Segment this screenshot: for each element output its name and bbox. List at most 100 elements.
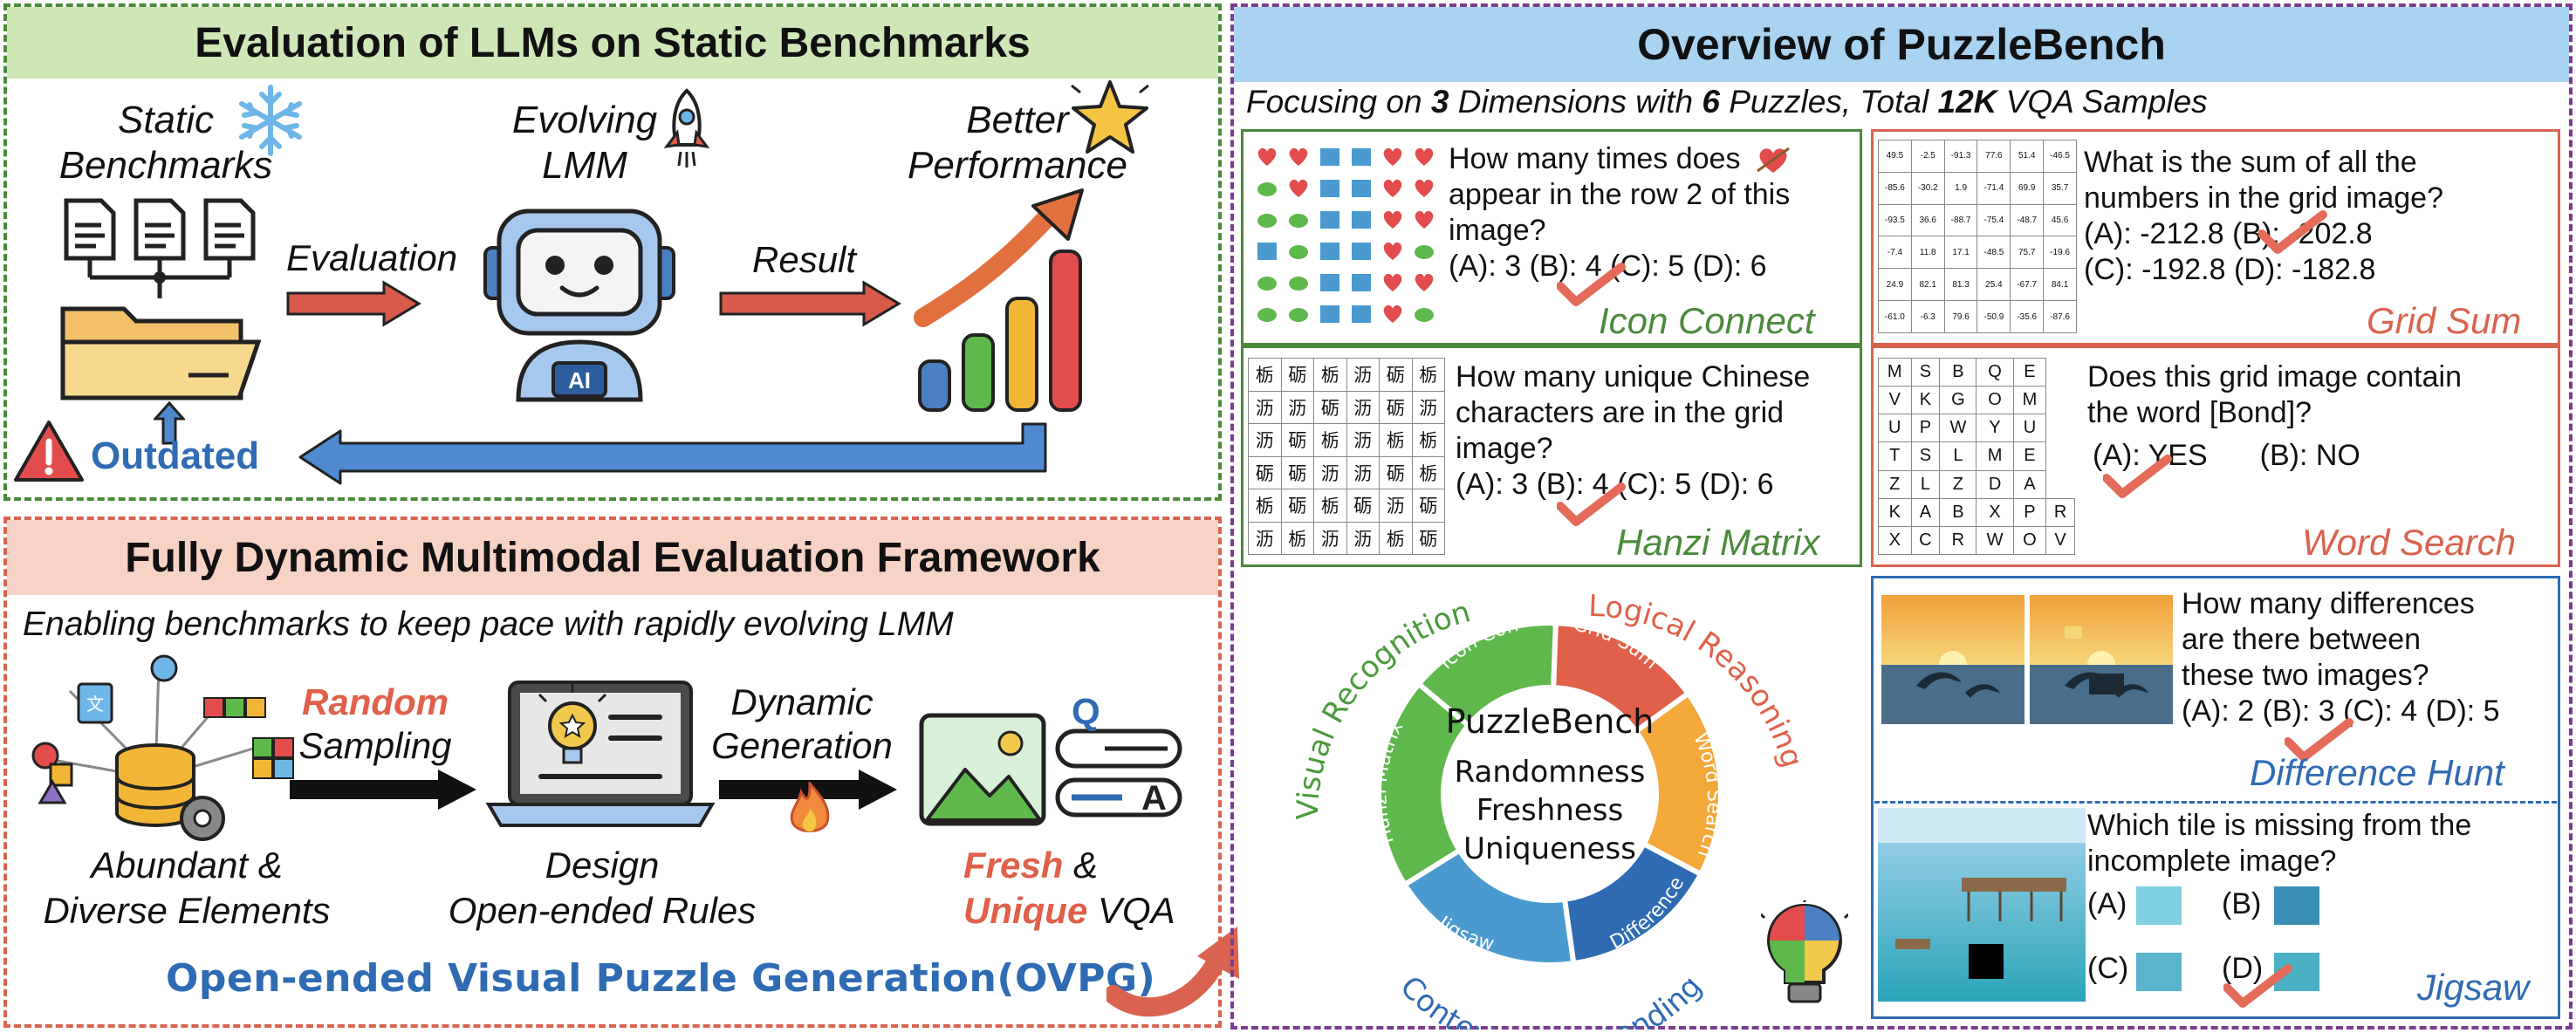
box-icon bbox=[1320, 305, 1339, 323]
word-search-cell: M bbox=[1878, 357, 1912, 387]
hanzi-cell: 栃 bbox=[1313, 358, 1347, 392]
better-performance-label: Better Performance bbox=[908, 99, 1127, 187]
turtle-icon bbox=[1257, 182, 1277, 196]
warning-icon bbox=[14, 421, 84, 482]
hanzi-cell: 砺 bbox=[1280, 489, 1314, 523]
fire-icon bbox=[790, 782, 830, 832]
hanzi-cell: 栃 bbox=[1411, 358, 1445, 392]
grid-sum-cell: -91.3 bbox=[1943, 140, 1978, 173]
heart-arrow-icon bbox=[1757, 147, 1790, 174]
grid-sum-cell: -48.5 bbox=[1977, 236, 2011, 270]
word-search-cell: V bbox=[1878, 386, 1912, 415]
grid-sum-cell: -71.4 bbox=[1977, 171, 2011, 205]
result-arrow bbox=[719, 280, 901, 327]
hanzi-row: 栃砺栃砺沥砺 bbox=[1248, 489, 1445, 523]
hanzi-cell: 栃 bbox=[1411, 423, 1445, 457]
qa-a-letter: A bbox=[1141, 779, 1167, 818]
hanzi-cell: 沥 bbox=[1346, 455, 1380, 489]
grid-sum-row: 24.9 82.1 81.3 25.4 -67.7 84.1 bbox=[1878, 268, 2077, 302]
jigsaw-caption: Jigsaw bbox=[2417, 967, 2530, 1008]
heart-icon bbox=[1383, 179, 1402, 197]
hanzi-caption: Hanzi Matrix bbox=[1616, 522, 1820, 563]
static-eval-panel bbox=[3, 3, 1222, 501]
diff-jigsaw-card bbox=[1871, 576, 2560, 1019]
difference-caption: Difference Hunt bbox=[2250, 752, 2504, 793]
evaluation-arrow bbox=[286, 280, 421, 327]
grid-sum-cell: 11.8 bbox=[1910, 236, 1945, 270]
hanzi-row: 沥栃沥沥栃砺 bbox=[1248, 521, 1445, 555]
box-icon bbox=[1352, 148, 1371, 166]
turtle-icon bbox=[1257, 277, 1277, 291]
hanzi-card bbox=[1241, 345, 1862, 567]
heart-icon bbox=[1383, 273, 1402, 291]
grid-sum-row: -93.5 36.6 -88.7 -75.4 -48.7 45.6 bbox=[1878, 203, 2077, 237]
box-icon bbox=[1320, 243, 1339, 260]
grid-sum-cell: 35.7 bbox=[2043, 171, 2077, 205]
grid-sum-cell: -48.7 bbox=[2010, 203, 2045, 237]
grid-sum-question: What is the sum of all the numbers in th… bbox=[2084, 146, 2444, 286]
outdated-feedback-arrow bbox=[298, 422, 1047, 485]
hanzi-cell: 砺 bbox=[1313, 390, 1347, 424]
heart-icon bbox=[1383, 242, 1402, 260]
word-search-cell: X bbox=[1878, 525, 1912, 556]
word-search-cell: W bbox=[1939, 414, 1977, 443]
icon-connect-caption: Icon Connect bbox=[1599, 300, 1815, 341]
grid-sum-cell: -30.2 bbox=[1910, 171, 1945, 205]
static-eval-header: Evaluation of LLMs on Static Benchmarks bbox=[7, 7, 1218, 79]
hanzi-cell: 沥 bbox=[1346, 521, 1380, 555]
word-search-cell: S bbox=[1910, 357, 1941, 387]
heart-icon bbox=[1415, 179, 1434, 197]
grid-sum-cell: 77.6 bbox=[1977, 140, 2011, 173]
grid-sum-cell: -67.7 bbox=[2010, 268, 2045, 302]
puzzle-bulb-icon bbox=[1761, 900, 1848, 1003]
grid-sum-cell: 45.6 bbox=[2043, 203, 2077, 237]
turtle-icon bbox=[1415, 308, 1434, 322]
box-icon bbox=[1352, 274, 1371, 291]
word-search-cell: Q bbox=[1976, 357, 2014, 387]
heart-icon bbox=[1415, 210, 1434, 229]
hanzi-cell: 砺 bbox=[1346, 489, 1380, 523]
box-icon bbox=[1320, 180, 1339, 197]
word-search-cell: E bbox=[2012, 357, 2047, 387]
puzzlebench-subtitle: Focusing on 3 Dimensions with 6 Puzzles,… bbox=[1246, 84, 2208, 120]
design-rules-label: Design Open-ended Rules bbox=[448, 845, 757, 931]
word-search-card bbox=[1871, 345, 2560, 567]
grid-sum-cell: 69.9 bbox=[2010, 171, 2045, 205]
turtle-icon bbox=[1289, 214, 1308, 228]
word-search-cell: M bbox=[1976, 441, 2014, 471]
difference-image-right bbox=[2030, 595, 2173, 724]
jigsaw-tile-a bbox=[2136, 886, 2182, 925]
hanzi-row: 砺砺沥沥砺栃 bbox=[1248, 455, 1445, 489]
svg-text:Context Understanding: Context Understanding bbox=[1393, 969, 1709, 1030]
box-icon bbox=[1320, 211, 1339, 229]
hanzi-table: 栃砺栃沥砺栃沥沥砺沥砺沥沥砺栃沥栃栃砺砺沥沥砺栃栃砺栃砺沥砺沥栃沥沥栃砺 bbox=[1248, 358, 1445, 555]
grid-sum-cell: -46.5 bbox=[2043, 140, 2077, 173]
check-jigsaw bbox=[2223, 964, 2292, 1008]
hanzi-row: 栃砺栃沥砺栃 bbox=[1248, 358, 1445, 392]
icon-connect-card bbox=[1241, 129, 1862, 345]
word-search-cell: Z bbox=[1878, 469, 1912, 499]
turtle-icon bbox=[1289, 245, 1308, 259]
svg-text:文: 文 bbox=[86, 694, 104, 715]
grid-sum-cell: 36.6 bbox=[1910, 203, 1945, 237]
check-difference bbox=[2285, 718, 2353, 762]
turtle-icon bbox=[1289, 308, 1308, 322]
wheel-center-line-3: Uniqueness bbox=[1463, 831, 1636, 866]
check-word-search bbox=[2103, 455, 2172, 498]
hanzi-cell: 沥 bbox=[1346, 390, 1380, 424]
word-search-cell: O bbox=[1976, 386, 2014, 415]
word-search-cell: R bbox=[1939, 525, 1977, 556]
grid-sum-row: -61.0 -6.3 79.6 -50.9 -35.6 -87.6 bbox=[1878, 300, 2077, 333]
arc-context-understanding: Context Understanding bbox=[1393, 969, 1709, 1030]
jigsaw-tile-b bbox=[2274, 886, 2319, 925]
check-icon-connect bbox=[1557, 263, 1626, 306]
grid-sum-card bbox=[1871, 129, 2560, 345]
image-qa-icon: Q A bbox=[919, 698, 1182, 826]
box-icon bbox=[1320, 148, 1339, 166]
hanzi-cell: 砺 bbox=[1280, 455, 1314, 489]
word-search-cell: M bbox=[2012, 386, 2047, 415]
grid-sum-cell: -2.5 bbox=[1910, 140, 1945, 173]
hanzi-cell: 栃 bbox=[1313, 489, 1347, 523]
